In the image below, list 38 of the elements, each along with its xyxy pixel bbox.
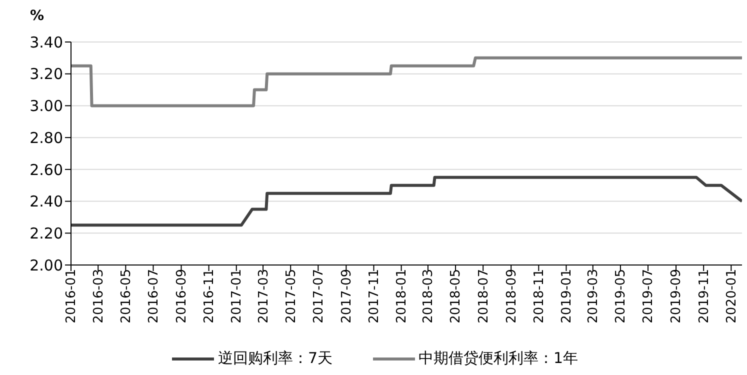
y-tick-label: 2.20 xyxy=(30,224,63,242)
x-tick-label: 2016-09 xyxy=(174,269,190,324)
x-tick-label: 2017-05 xyxy=(284,269,299,324)
x-tick-label: 2016-07 xyxy=(146,269,162,324)
x-tick-label: 2016-03 xyxy=(91,269,106,324)
x-tick-label: 2019-01 xyxy=(559,269,574,324)
x-tick-label: 2017-03 xyxy=(256,269,272,324)
x-tick-label: 2018-03 xyxy=(421,269,436,324)
y-tick-label: 3.40 xyxy=(30,33,63,52)
x-tick-label: 2019-05 xyxy=(614,269,629,324)
y-tick-label: 3.00 xyxy=(30,97,63,116)
legend-label: 中期借贷便利利率：1年 xyxy=(418,349,578,368)
x-tick-label: 2020-01 xyxy=(724,269,740,324)
x-tick-label: 2019-09 xyxy=(669,269,684,324)
x-tick-label: 2018-11 xyxy=(532,269,547,324)
x-tick-label: 2018-01 xyxy=(394,269,410,324)
x-tick-label: 2018-05 xyxy=(448,269,464,324)
x-tick-label: 2019-11 xyxy=(696,269,712,324)
line-series xyxy=(71,56,742,108)
x-tick-label: 2016-11 xyxy=(202,269,218,324)
y-tick-label: 2.00 xyxy=(30,256,63,274)
y-tick-label: 2.40 xyxy=(30,192,63,211)
x-tick-label: 2017-11 xyxy=(366,269,382,324)
y-tick-label: 2.60 xyxy=(30,160,63,179)
x-tick-label: 2017-01 xyxy=(230,269,245,324)
legend-label: 逆回购利率：7天 xyxy=(218,349,332,368)
x-tick-label: 2017-07 xyxy=(311,269,326,324)
y-tick-label: 3.20 xyxy=(30,65,63,84)
x-tick-label: 2018-07 xyxy=(476,269,492,324)
x-tick-label: 2016-05 xyxy=(118,269,134,324)
line-series xyxy=(71,176,742,227)
y-tick-label: 2.80 xyxy=(30,128,63,147)
x-tick-label: 2019-07 xyxy=(641,269,656,324)
x-tick-label: 2019-03 xyxy=(586,269,602,324)
y-axis-title: % xyxy=(30,8,44,24)
x-tick-label: 2018-09 xyxy=(504,269,520,324)
x-tick-label: 2017-09 xyxy=(339,269,354,324)
x-tick-label: 2016-01 xyxy=(64,269,80,324)
